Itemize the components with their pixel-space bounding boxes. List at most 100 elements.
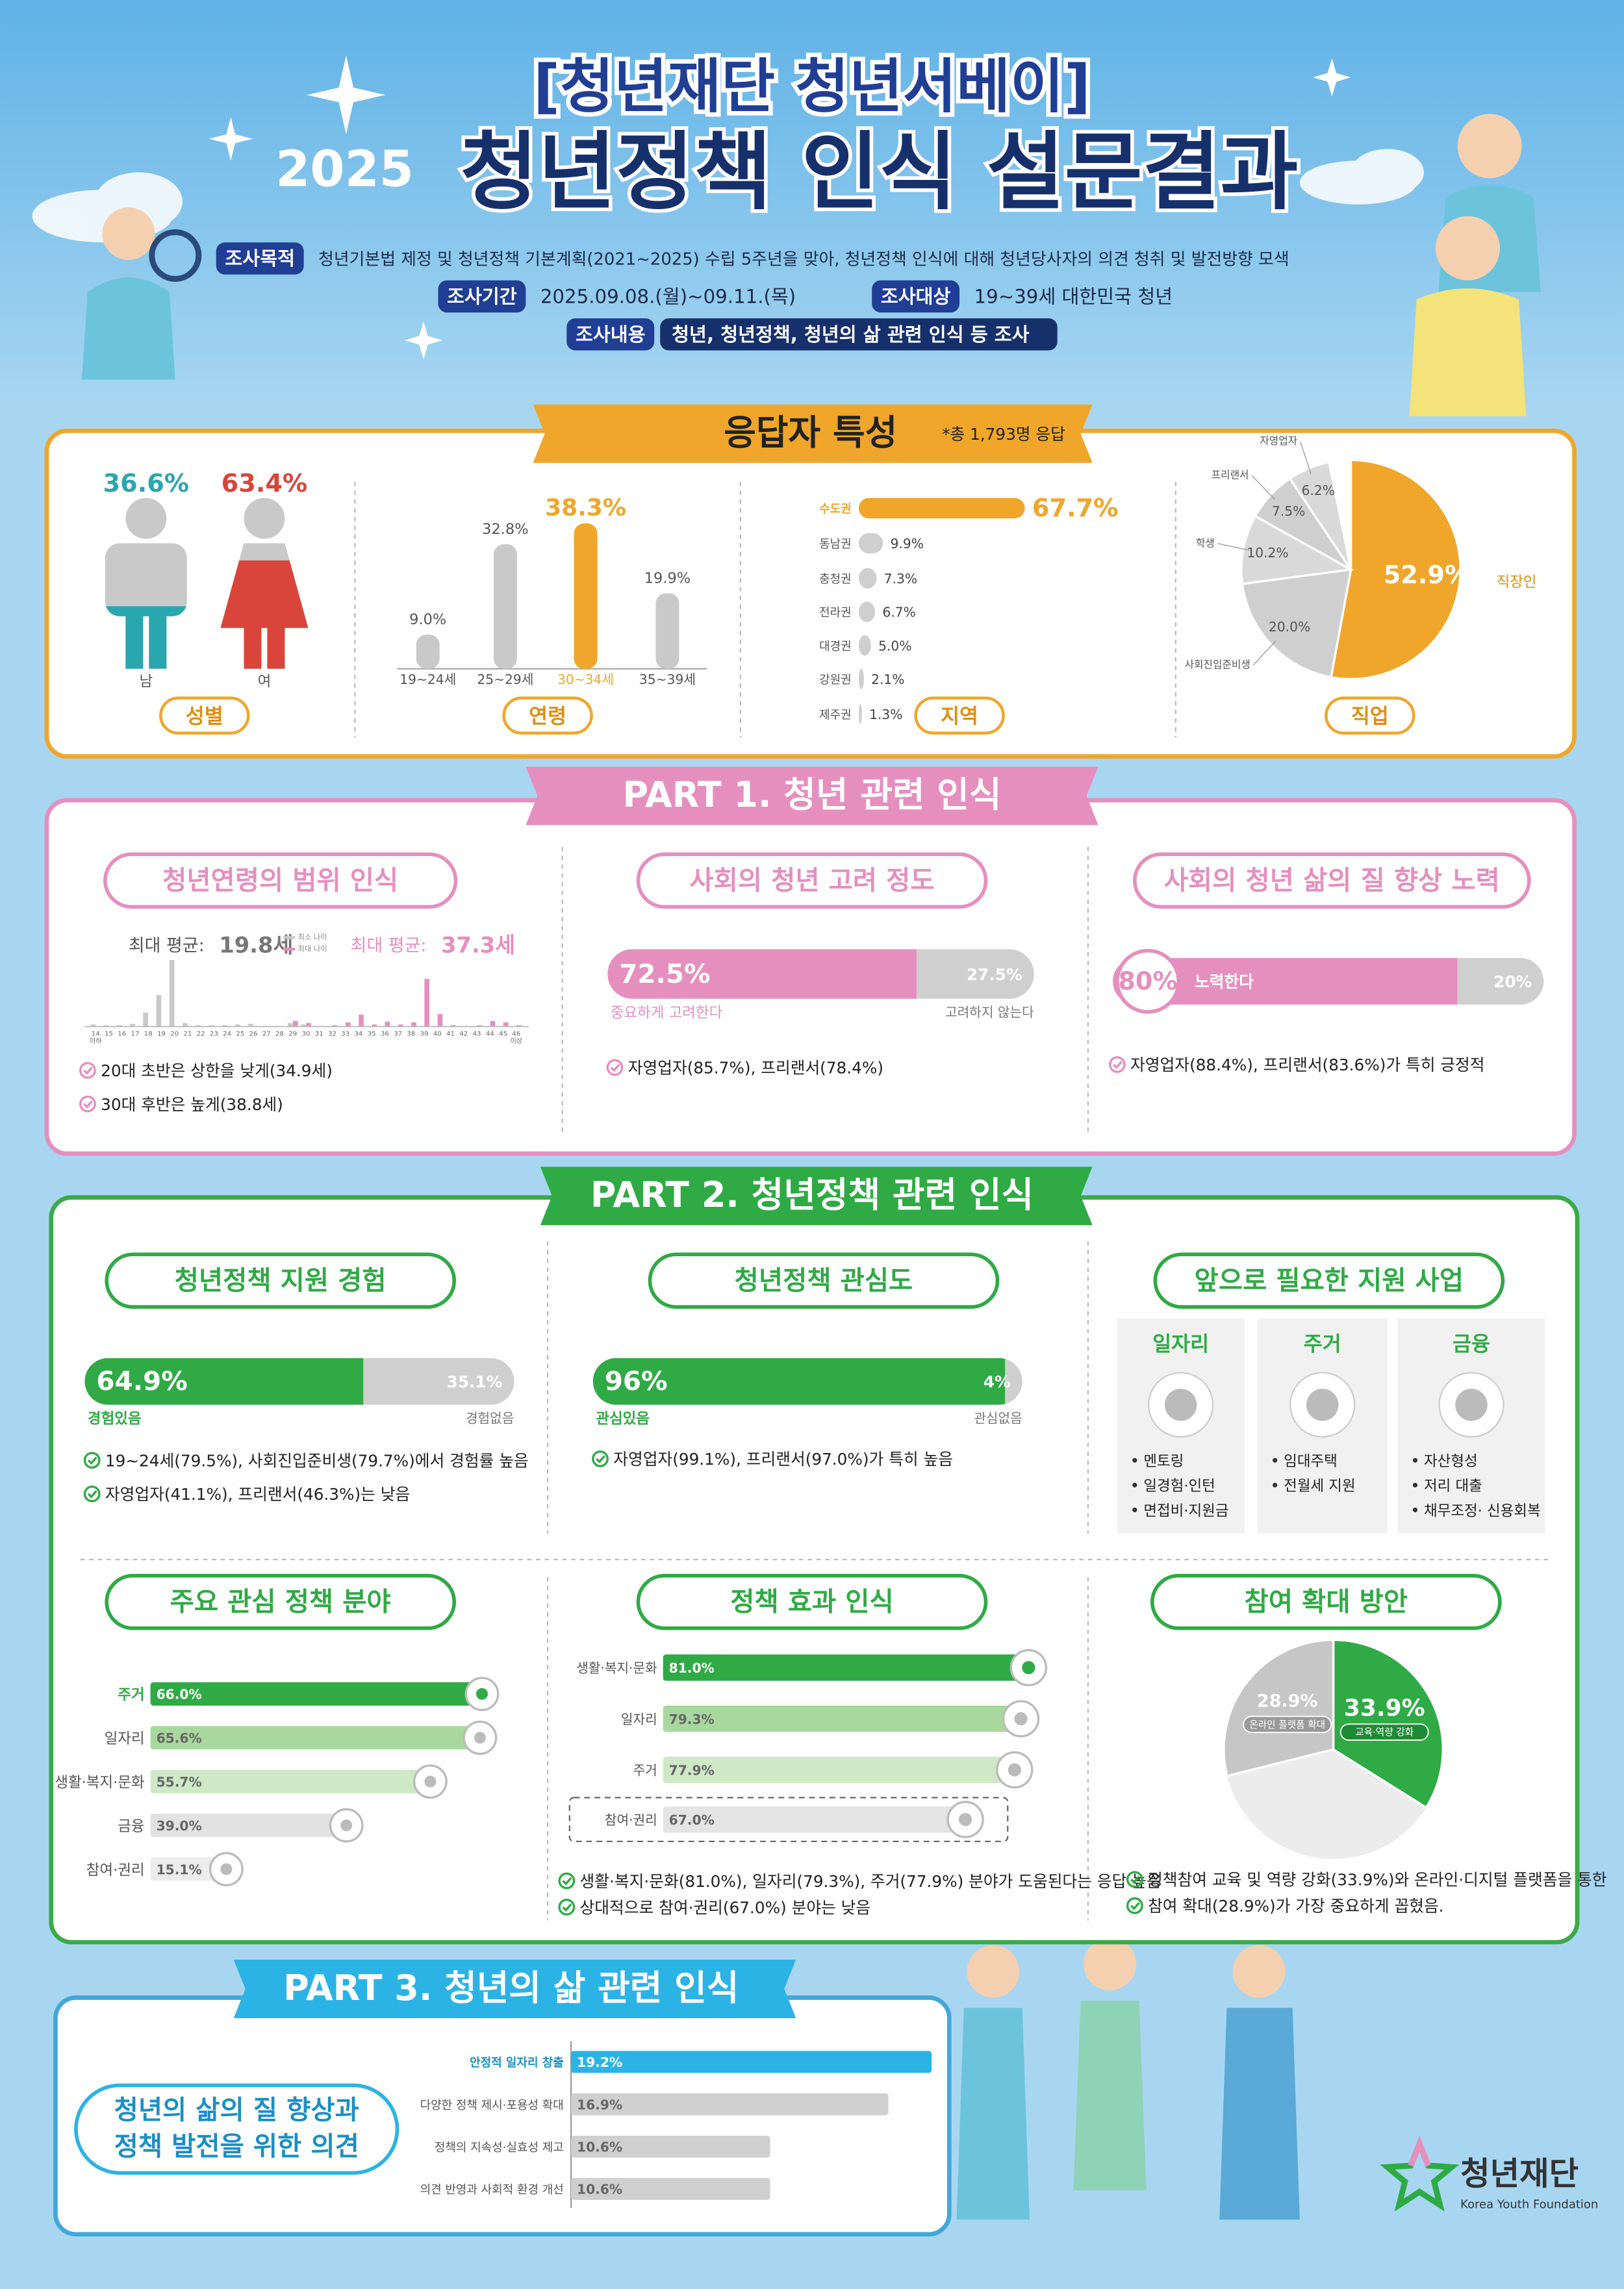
section-title: PART 1. 청년 관련 인식	[622, 774, 1001, 815]
x-tick-label: 40	[433, 1031, 442, 1038]
bar	[858, 703, 862, 725]
bar	[516, 1025, 522, 1027]
series-title: [청년재단 청년서베이]	[533, 53, 1091, 121]
support-item: 멘토링	[1143, 1453, 1184, 1470]
bar	[287, 1023, 293, 1027]
check-icon	[606, 1059, 624, 1076]
note: 정책참여 교육 및 역량 강화(33.9%)와 온라인·디지털 플랫폼을 통한	[1148, 1871, 1606, 1890]
value-label: 33.9%	[1344, 1695, 1425, 1722]
category-label: 대경권	[819, 640, 852, 653]
category-label: 관심없음	[974, 1411, 1022, 1426]
bar	[858, 533, 883, 554]
subtitle: 청년정책 관심도	[735, 1265, 913, 1296]
category-label: 일자리	[621, 1712, 657, 1727]
bar-segment	[1457, 957, 1544, 1005]
value-label: 15.1%	[157, 1862, 202, 1877]
value-label: 10.6%	[577, 2140, 622, 2155]
x-tick-label: 29	[288, 1031, 297, 1038]
stat-label: 최대 평균:	[351, 935, 427, 955]
info-label-pill	[216, 242, 304, 275]
subtitle-pill	[74, 2083, 400, 2175]
x-tick-label: 20	[170, 1031, 179, 1038]
value-label: 10.2%	[1247, 545, 1288, 561]
x-tick-label: 17	[131, 1031, 140, 1038]
bullet	[1132, 1458, 1137, 1463]
category-label: 전라권	[819, 606, 852, 620]
value-label: 96%	[605, 1365, 668, 1397]
category-icon-dot	[424, 1775, 437, 1788]
caption: 직업	[1351, 705, 1389, 728]
subtitle: 청년연령의 범위 인식	[162, 865, 398, 896]
leader-line	[1252, 640, 1276, 666]
value-circle	[1115, 948, 1181, 1014]
logo-mark-accent	[1408, 2136, 1431, 2167]
x-tick-label: 36	[381, 1031, 389, 1038]
stacked-bar	[592, 1358, 1022, 1405]
info-label-pill	[438, 280, 526, 313]
value-label: 52.9%	[1384, 561, 1470, 590]
value-label: 77.9%	[669, 1763, 715, 1778]
section-note: *총 1,793명 응답	[942, 425, 1065, 444]
bar	[150, 1682, 483, 1706]
check-mark	[596, 1455, 606, 1463]
bar	[150, 1857, 227, 1881]
bar	[858, 601, 876, 622]
value-label: 5.0%	[878, 638, 911, 653]
bar	[477, 1025, 482, 1027]
subtitle-pill	[1133, 852, 1531, 909]
support-icon-dot	[1455, 1389, 1488, 1421]
category-label: 동남권	[819, 538, 852, 551]
org-name-en: Korea Youth Foundation	[1460, 2198, 1598, 2212]
bar	[385, 1021, 390, 1027]
bar	[858, 568, 877, 589]
pie-slice	[1330, 459, 1462, 681]
section-banner	[540, 1167, 1093, 1226]
bar	[493, 544, 517, 669]
subtitle-pill	[648, 1252, 1000, 1309]
category-label: 주거	[633, 1763, 657, 1778]
value-label: 10.6%	[577, 2182, 622, 2197]
bullet	[1273, 1458, 1278, 1463]
x-tick-label: 32	[328, 1031, 336, 1038]
logo-mark	[1380, 2136, 1460, 2212]
category-label: 자영업자	[1260, 435, 1297, 447]
bar	[130, 1024, 135, 1027]
x-tick-label: 22	[197, 1031, 205, 1038]
caption-pill	[1325, 696, 1415, 735]
check-mark	[610, 1063, 620, 1072]
legend-label: 최대 나이	[298, 944, 327, 953]
x-tick-label: 42	[459, 1031, 468, 1038]
category-label: 의견 반영과 사회적 환경 개선	[420, 2183, 564, 2197]
check-icon	[558, 1899, 576, 1916]
caption: 성별	[186, 705, 223, 728]
bar	[372, 1024, 377, 1027]
section-title: 응답자 특성	[724, 412, 897, 453]
bar	[150, 1726, 480, 1750]
category-label: 여	[258, 673, 272, 690]
caption-pill	[502, 696, 593, 735]
bar	[503, 1022, 509, 1027]
bullet	[1412, 1458, 1418, 1463]
stat-value: 19.8세	[219, 932, 293, 957]
subtitle: 참여 확대 방안	[1245, 1586, 1408, 1617]
bar	[90, 1024, 96, 1027]
icon-fill	[106, 606, 186, 669]
category-label: 고려하지 않는다	[945, 1005, 1034, 1020]
category-label: 수도권	[819, 503, 852, 516]
bar	[196, 1025, 201, 1027]
bar	[858, 668, 864, 690]
value-label: 66.0%	[157, 1687, 202, 1702]
subtitle: 앞으로 필요한 지원 사업	[1195, 1265, 1464, 1296]
icon-leg	[149, 613, 167, 669]
x-tick-label: 37	[394, 1031, 402, 1038]
caption: 지역	[941, 705, 978, 728]
value-label: 20.0%	[1269, 619, 1310, 635]
bar	[571, 2051, 932, 2073]
note: 자영업자(41.1%), 프리랜서(46.3%)는 낮음	[105, 1485, 410, 1504]
icon-leg	[244, 613, 262, 669]
bar	[156, 994, 162, 1027]
category-icon-dot	[476, 1688, 488, 1700]
category-icon-dot	[959, 1813, 972, 1827]
support-item: 채무조정· 신용회복	[1424, 1502, 1541, 1519]
bar	[116, 1025, 122, 1027]
